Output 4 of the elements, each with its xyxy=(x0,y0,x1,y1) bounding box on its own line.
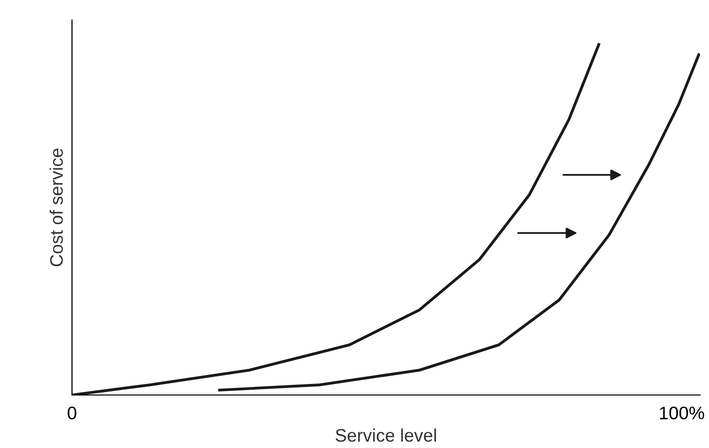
x-tick-label: 0 xyxy=(68,406,76,420)
x-axis-title: Service level xyxy=(336,428,436,442)
x-tick-label: 100% xyxy=(660,406,704,420)
y-axis-title: Cost of service xyxy=(50,148,63,266)
